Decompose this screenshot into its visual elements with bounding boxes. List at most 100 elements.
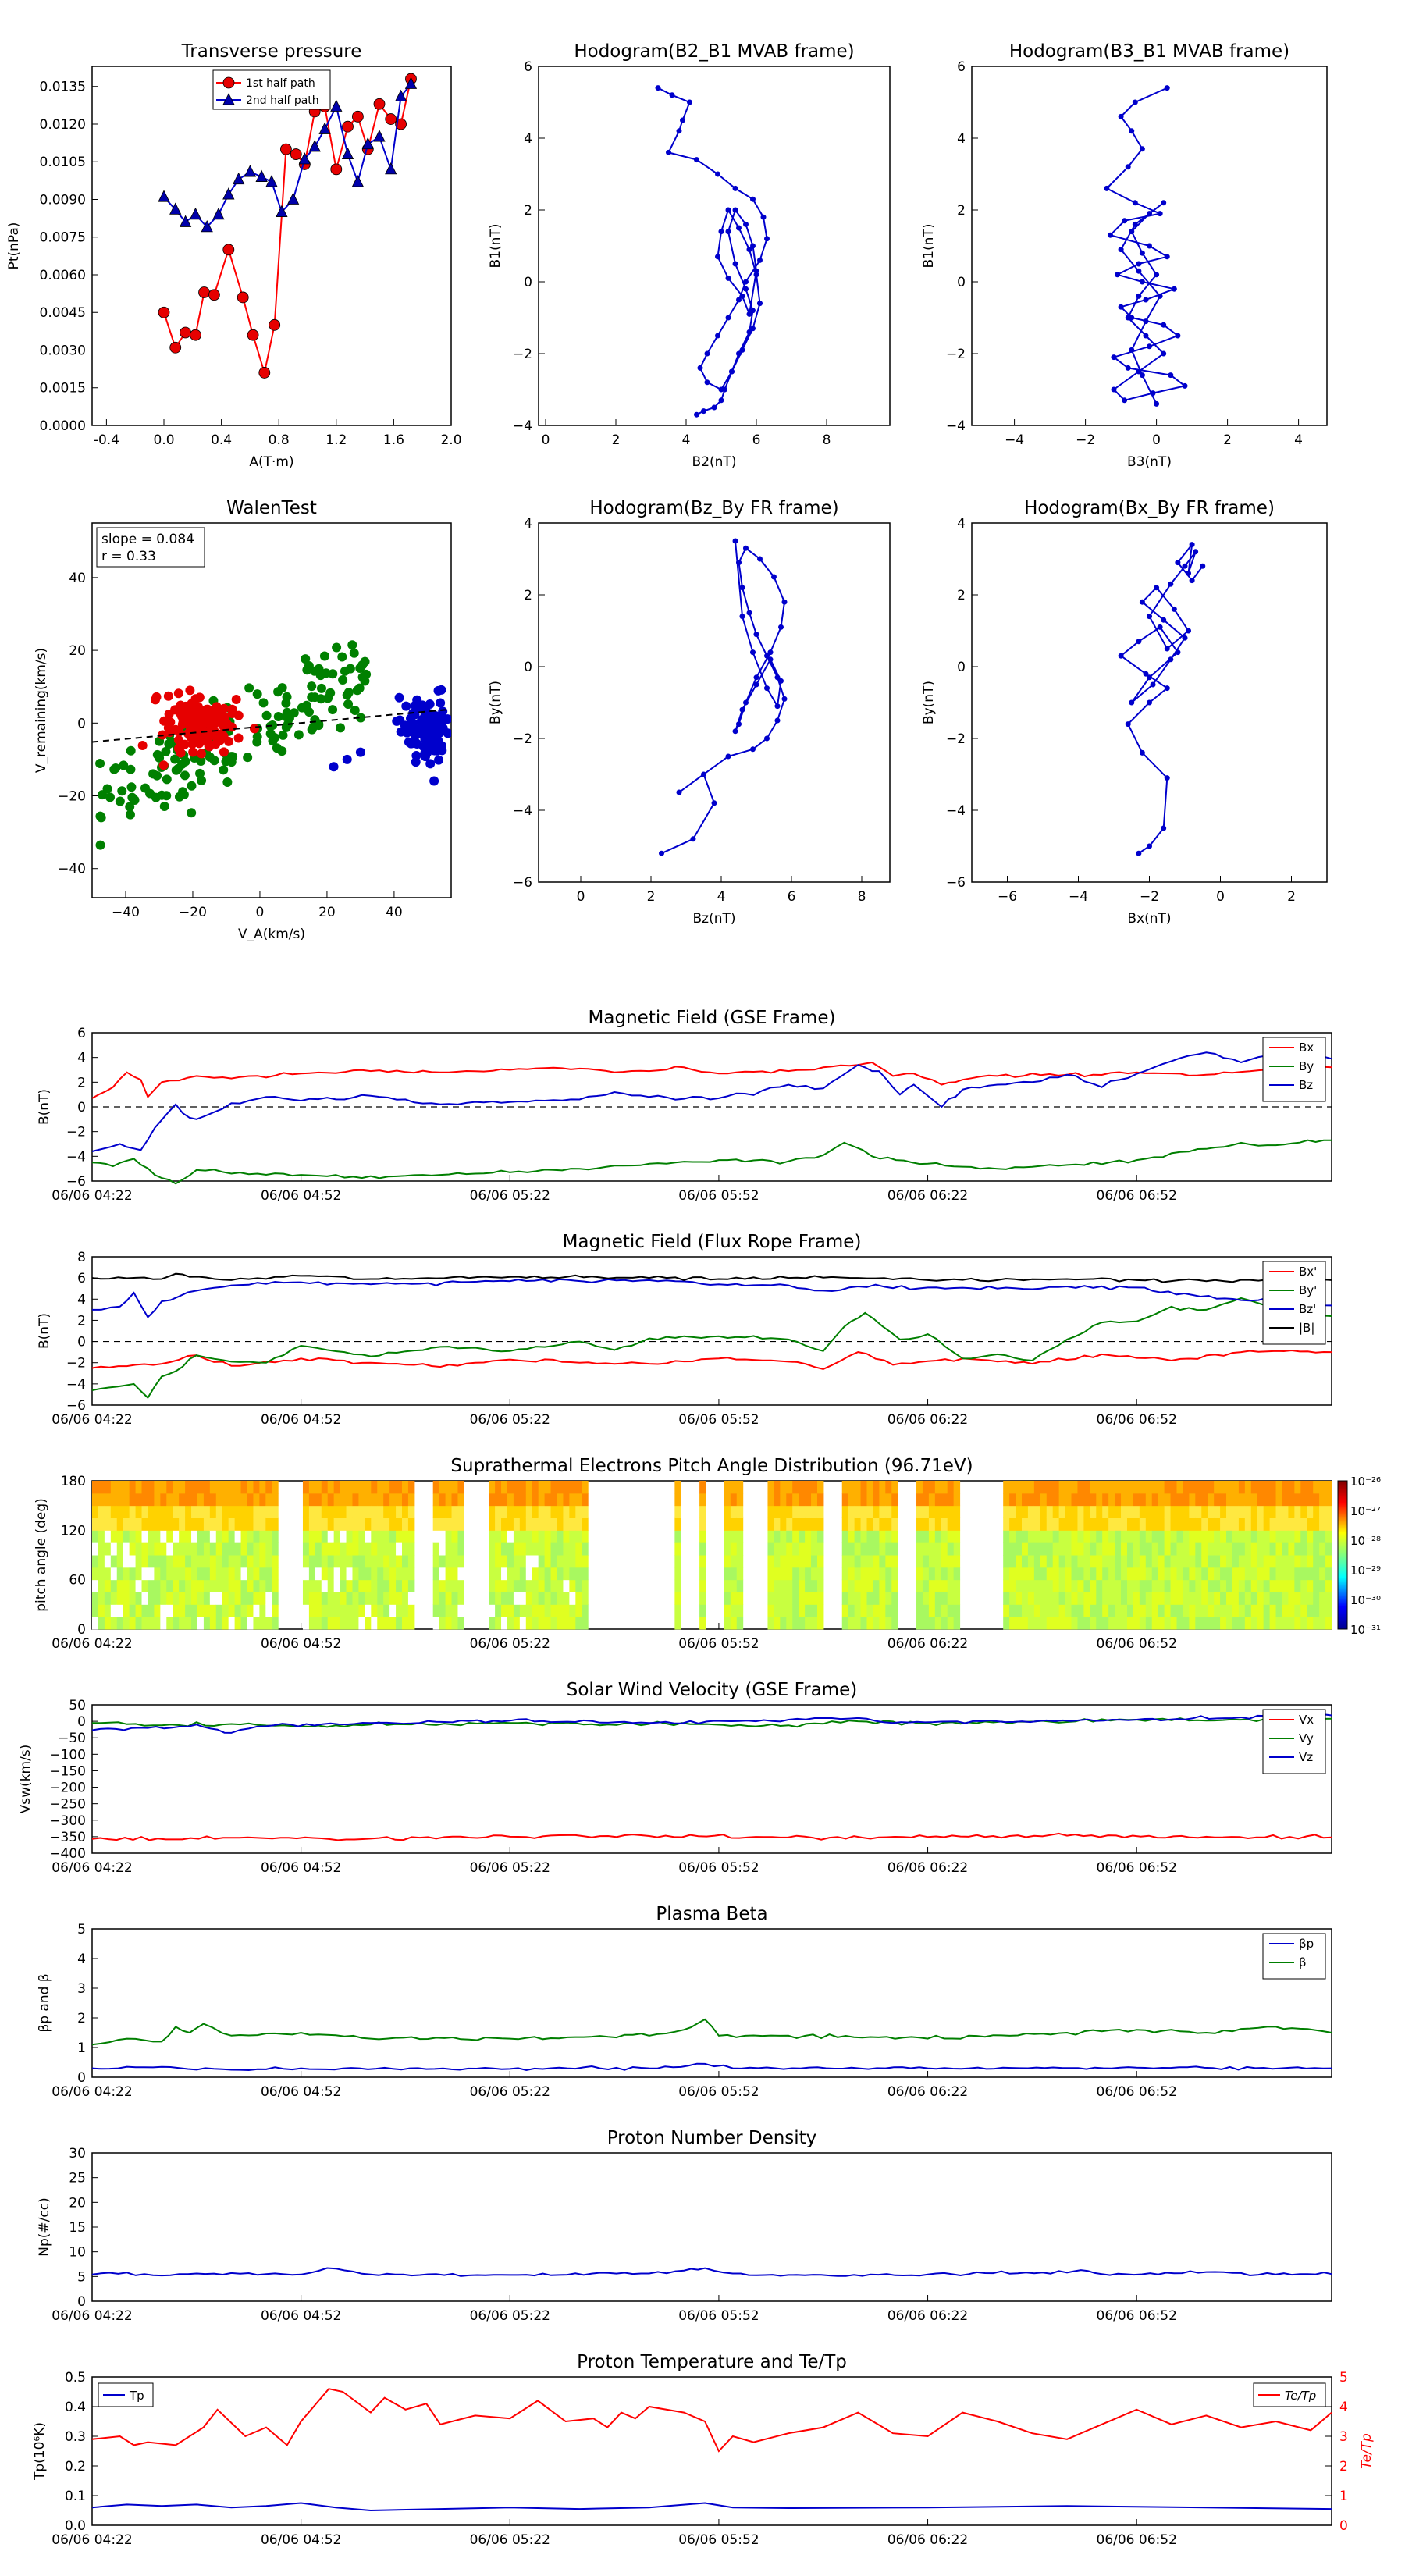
pad-cell — [346, 1579, 353, 1592]
pad-cell — [1325, 1579, 1332, 1592]
pad-cell — [396, 1555, 403, 1568]
pad-cell — [352, 1542, 359, 1556]
pad-cell — [92, 1604, 99, 1617]
pad-cell — [302, 1604, 310, 1617]
pad-cell — [253, 1517, 260, 1531]
pad-cell — [240, 1542, 247, 1556]
pt-title: Transverse pressure — [181, 41, 362, 62]
walen-point-green — [159, 801, 169, 811]
pad-cell — [203, 1542, 211, 1556]
pad-cell — [1275, 1567, 1282, 1581]
h2-point — [1111, 354, 1117, 361]
pad-cell — [1195, 1555, 1202, 1568]
mag_gse-title: Magnetic Field (GSE Frame) — [589, 1008, 836, 1028]
pad-cell — [383, 1481, 390, 1494]
walen-point-blue — [412, 702, 422, 712]
pad-cell — [724, 1530, 731, 1543]
pad-cell — [730, 1592, 738, 1605]
pad-cell — [1313, 1481, 1320, 1494]
pad-cell — [1294, 1617, 1301, 1630]
pad-cell — [302, 1505, 310, 1518]
pad-cell — [1040, 1604, 1048, 1617]
pad-cell — [340, 1517, 347, 1531]
pad-cell — [1151, 1481, 1159, 1494]
pad-cell — [98, 1530, 105, 1543]
pad-cell — [563, 1505, 570, 1518]
h3-point — [739, 706, 745, 713]
pad-cell — [1232, 1579, 1240, 1592]
pad-cell — [1145, 1517, 1153, 1531]
pad-cell — [346, 1592, 353, 1605]
pad-cell — [674, 1579, 681, 1592]
pad-cell — [272, 1555, 279, 1568]
walen-point-green — [180, 770, 190, 781]
pad-cell — [228, 1567, 236, 1581]
pad-cell — [1121, 1555, 1128, 1568]
pad-cell — [1288, 1481, 1295, 1494]
pad-cell — [550, 1517, 557, 1531]
pad-cell — [141, 1505, 148, 1518]
vsw-series-Vx — [91, 1832, 1332, 1841]
pad-cell — [179, 1579, 186, 1592]
pad-cell — [253, 1579, 260, 1592]
walen-annotation: r = 0.33 — [101, 549, 156, 564]
pad-cell — [346, 1493, 353, 1507]
pad-cell — [327, 1530, 335, 1543]
h1-point — [666, 149, 671, 155]
pad-cell — [941, 1481, 948, 1494]
pad-cell — [333, 1592, 341, 1605]
pad-cell — [148, 1493, 155, 1507]
pad-cell — [1250, 1530, 1258, 1543]
pad-cell — [674, 1567, 681, 1581]
pt-series-0-point — [208, 289, 220, 301]
pad-cell — [730, 1517, 738, 1531]
pad-cell — [116, 1567, 124, 1581]
pad-cell — [98, 1542, 105, 1556]
pad-cell — [98, 1505, 105, 1518]
walen-point-green — [319, 651, 329, 661]
pad-cell — [1220, 1493, 1227, 1507]
pad-cell — [538, 1604, 546, 1617]
pad-cell — [538, 1542, 546, 1556]
pad-cell — [371, 1617, 378, 1630]
pad-cell — [699, 1493, 706, 1507]
pad-cell — [1183, 1517, 1190, 1531]
h1-point — [697, 365, 703, 371]
h3-point — [781, 599, 788, 605]
pad-cell — [179, 1617, 186, 1630]
pad-cell — [941, 1505, 948, 1518]
mag_fr-legend-label: |B| — [1299, 1321, 1314, 1335]
pad-cell — [340, 1579, 347, 1592]
vsw-xtick-label: 06/06 05:22 — [470, 1860, 550, 1876]
h4-point — [1147, 699, 1152, 706]
pad-cell — [922, 1493, 930, 1507]
pad-cell — [941, 1604, 948, 1617]
pad-cell — [538, 1567, 546, 1581]
pad-cell — [383, 1592, 390, 1605]
pad-cell — [495, 1517, 502, 1531]
pad-cell — [780, 1517, 787, 1531]
pt-series-0-line — [163, 78, 412, 373]
pad-cell — [333, 1517, 341, 1531]
pad-cell — [519, 1493, 527, 1507]
pad-cell — [799, 1555, 806, 1568]
tp-xtick-label: 06/06 05:52 — [678, 2532, 759, 2548]
pad-cell — [1121, 1567, 1128, 1581]
h2-point — [1161, 200, 1167, 206]
pad-cell — [879, 1579, 886, 1592]
h2-point — [1129, 229, 1135, 235]
h2-point — [1125, 365, 1131, 371]
walen-point-red — [212, 702, 222, 712]
h1-point — [669, 92, 675, 98]
pad-cell — [1009, 1481, 1016, 1494]
pad-cell — [736, 1604, 744, 1617]
pad-cell — [1257, 1604, 1264, 1617]
pad-cell — [1294, 1542, 1301, 1556]
pad-cell — [891, 1617, 898, 1630]
pad-cell — [866, 1493, 873, 1507]
h4-point — [1164, 685, 1170, 692]
h1-point — [750, 308, 756, 314]
pad-cell — [953, 1542, 961, 1556]
pad-cell — [1058, 1530, 1066, 1543]
